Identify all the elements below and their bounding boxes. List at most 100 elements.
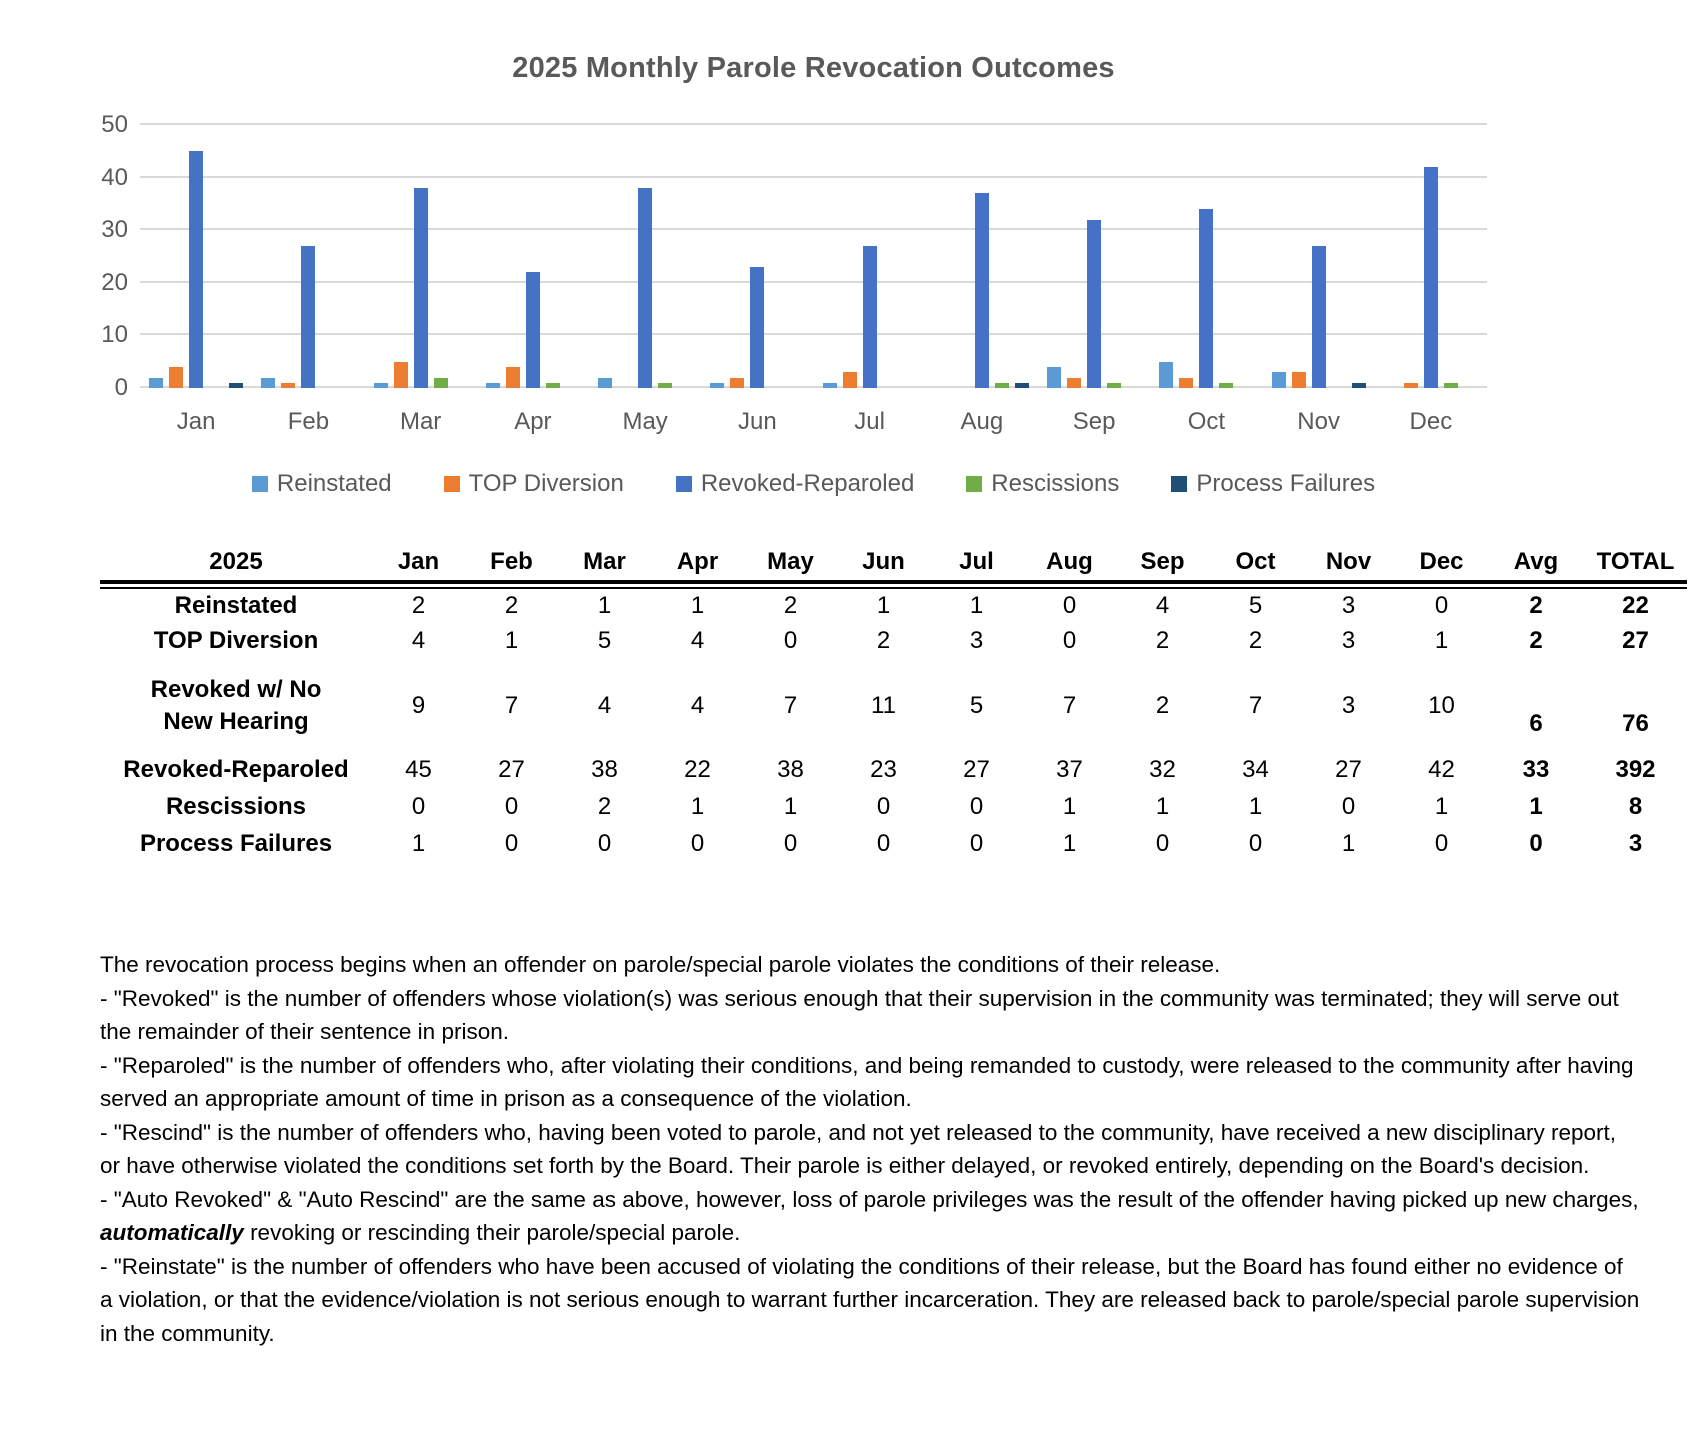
- cell-feb: 1: [504, 627, 519, 654]
- bar-top-diversion-feb: [281, 382, 296, 388]
- bar-top-diversion-jul: [842, 372, 857, 388]
- bar-rescissions-may: [658, 382, 673, 388]
- chart-title: 2025 Monthly Parole Revocation Outcomes: [512, 52, 1115, 84]
- table-header-row: 2025 Jan Feb Mar Apr May Jun Jul Aug Sep Oct Nov Dec…: [100, 548, 1687, 582]
- cell-dec: 10: [1428, 691, 1455, 719]
- bar-group-jun: [701, 125, 813, 388]
- cell-sep: 1: [1155, 793, 1170, 820]
- cell-jul: 1: [969, 591, 984, 619]
- cell-oct: 2: [1248, 627, 1263, 654]
- cell-may: 0: [783, 830, 798, 857]
- cell-aug: 7: [1062, 691, 1077, 719]
- cell-nov: 1: [1341, 830, 1356, 857]
- row-label: Reinstated: [174, 592, 298, 620]
- y-tick-label: 50: [101, 111, 128, 138]
- row-label: Revoked w/ No New Hearing: [150, 676, 322, 735]
- cell-mar: 2: [597, 793, 612, 820]
- cell-may: 1: [783, 793, 798, 820]
- bar-rescissions-sep: [1107, 382, 1122, 388]
- bar-reinstated-oct: [1159, 361, 1174, 388]
- column-header-dec: Dec: [1395, 548, 1488, 582]
- column-header-avg: Avg: [1488, 548, 1584, 582]
- table-header: 2025 Jan Feb Mar Apr May Jun Jul Aug Sep Oct Nov Dec…: [100, 548, 1687, 589]
- legend-item-rescissions: Rescissions: [966, 470, 1119, 498]
- cell-sep: 32: [1149, 756, 1176, 783]
- gridline-30: [140, 228, 1487, 231]
- bar-revoked-reparoled-feb: [301, 246, 316, 388]
- cell-mar: 38: [591, 756, 618, 783]
- x-tick-label-sep: Sep: [1072, 408, 1116, 435]
- bar-series-container: [140, 125, 1487, 388]
- table-row-revoked-reparoled: Revoked-Reparoled 45 27 38 22 38 23 27 37 32 34 27 4…: [100, 752, 1687, 789]
- bar-revoked-reparoled-jul: [862, 246, 877, 388]
- x-tick-label-aug: Aug: [960, 408, 1004, 435]
- cell-oct: 0: [1248, 830, 1263, 857]
- bar-top-diversion-apr: [505, 367, 520, 388]
- cell-oct: 34: [1242, 756, 1269, 783]
- monthly-data-table: 2025 Jan Feb Mar Apr May Jun Jul Aug Sep Oct Nov Dec…: [100, 548, 1687, 863]
- bar-revoked-reparoled-jan: [189, 151, 204, 388]
- cell-avg: 0: [1529, 830, 1543, 857]
- table-row-rescissions: Rescissions 0 0 2 1 1 0 0 1 1 1 0 1 1 8: [100, 789, 1687, 826]
- cell-dec: 42: [1428, 756, 1455, 783]
- x-tick-label-oct: Oct: [1187, 408, 1226, 435]
- legend-label: Revoked-Reparoled: [700, 470, 915, 497]
- header-double-rule: [100, 579, 1687, 589]
- column-header-feb: Feb: [465, 548, 558, 582]
- x-axis: Jan Feb Mar Apr May Jun Jul Aug Sep Oct Nov Dec: [140, 408, 1487, 436]
- legend-swatch-icon: [966, 476, 983, 492]
- cell-nov: 0: [1341, 793, 1356, 820]
- bar-top-diversion-oct: [1179, 377, 1194, 388]
- legend-label: Rescissions: [991, 470, 1120, 497]
- cell-feb: 0: [504, 830, 519, 857]
- legend-label: Reinstated: [276, 470, 392, 497]
- bar-revoked-reparoled-aug: [974, 193, 989, 388]
- header-double-rule-line: [100, 579, 1687, 589]
- column-header-nov: Nov: [1302, 548, 1395, 582]
- cell-oct: 7: [1248, 691, 1263, 719]
- cell-total: 76: [1622, 709, 1649, 737]
- note-paragraph-4: - "Rescind" is the number of offenders w…: [100, 1119, 1616, 1179]
- row-label: Revoked-Reparoled: [123, 756, 349, 784]
- gridline-40: [140, 175, 1487, 178]
- cell-jun: 11: [871, 691, 896, 719]
- bar-group-nov: [1263, 125, 1375, 388]
- cell-feb: 7: [504, 691, 519, 719]
- cell-aug: 1: [1062, 830, 1077, 857]
- bar-rescissions-apr: [545, 382, 560, 388]
- cell-avg: 33: [1522, 756, 1550, 783]
- bar-group-jul: [814, 125, 926, 388]
- bar-top-diversion-sep: [1067, 377, 1082, 388]
- bar-group-jan: [140, 125, 252, 388]
- bar-reinstated-jun: [710, 382, 725, 388]
- cell-avg: 2: [1529, 627, 1543, 654]
- x-tick-label-apr: Apr: [514, 408, 552, 435]
- column-header-jul: Jul: [930, 548, 1023, 582]
- legend-item-reinstated: Reinstated: [251, 470, 392, 498]
- note-paragraph-3: - "Reparoled" is the number of offenders…: [100, 1052, 1634, 1112]
- cell-may: 7: [783, 691, 798, 719]
- legend-label: TOP Diversion: [468, 470, 624, 497]
- y-tick-label: 10: [101, 321, 128, 349]
- gridline-0: [140, 386, 1487, 388]
- bar-top-diversion-jun: [730, 377, 745, 388]
- legend-item-process-failures: Process Failures: [1171, 470, 1375, 498]
- cell-jan: 45: [405, 756, 432, 783]
- bar-rescissions-aug: [994, 382, 1009, 388]
- cell-dec: 0: [1434, 830, 1449, 857]
- cell-dec: 0: [1434, 591, 1449, 619]
- bar-top-diversion-dec: [1403, 382, 1418, 388]
- table-row-revoked-w-no-new-hearing: Revoked w/ No New Hearing 9 7 4 4 7 11 5 7 2 7 3 10 6 7…: [100, 660, 1687, 752]
- cell-jul: 0: [969, 793, 984, 820]
- bar-top-diversion-jan: [169, 367, 184, 388]
- note-paragraph-1: The revocation process begins when an of…: [100, 952, 1221, 977]
- bar-rescissions-oct: [1219, 382, 1234, 388]
- cell-total: 392: [1615, 756, 1656, 783]
- cell-sep: 2: [1155, 691, 1170, 719]
- cell-jan: 1: [411, 830, 426, 857]
- bar-revoked-reparoled-oct: [1199, 209, 1214, 388]
- cell-total: 27: [1622, 627, 1649, 654]
- bar-group-may: [589, 125, 701, 388]
- legend-item-revoked-reparoled: Revoked-Reparoled: [675, 470, 915, 498]
- bar-group-feb: [252, 125, 364, 388]
